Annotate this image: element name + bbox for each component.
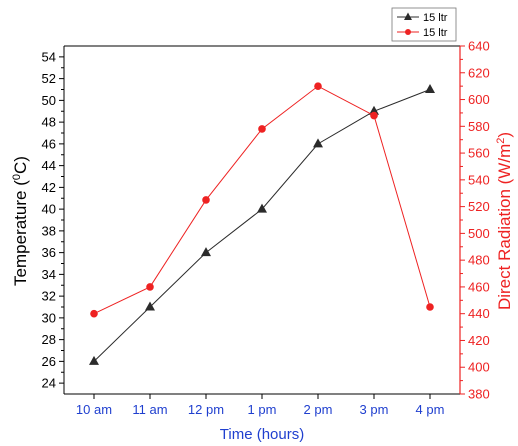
series-1-point — [313, 138, 323, 148]
right-y-tick-label: 600 — [468, 92, 490, 107]
left-y-tick-label: 34 — [42, 267, 56, 282]
x-axis: 10 am 11 am 12 pm 1 pm 2 pm 3 pm 4 pm — [76, 394, 445, 417]
series-2-point — [202, 196, 210, 204]
left-y-tick-label: 42 — [42, 180, 56, 195]
series-2-point — [370, 111, 378, 120]
right-y-tick-label: 500 — [468, 226, 490, 241]
right-y-tick-label: 460 — [468, 279, 490, 294]
x-tick-label: 2 pm — [304, 402, 333, 417]
series-1-point — [369, 105, 379, 115]
series-1-point — [201, 247, 211, 257]
left-y-axis-label-tail: C) — [11, 156, 30, 174]
left-y-tick-label: 48 — [42, 115, 56, 130]
right-y-tick-label: 380 — [468, 387, 490, 402]
x-tick-label: 11 am — [132, 402, 167, 417]
series-2-point — [90, 309, 98, 318]
left-y-tick-label: 40 — [42, 202, 56, 217]
right-y-tick-label: 540 — [468, 172, 490, 187]
right-y-tick-label: 520 — [468, 199, 490, 214]
x-tick-label: 12 pm — [188, 402, 224, 417]
series-1-point — [425, 84, 435, 93]
right-y-tick-label: 620 — [468, 65, 490, 80]
right-y-axis-label: Direct Radiation (W/m2) — [495, 132, 514, 310]
left-y-tick-label: 46 — [42, 136, 56, 151]
left-y-tick-label: 52 — [42, 71, 56, 86]
right-y-axis-label-tail: ) — [495, 132, 514, 138]
left-y-tick-label: 24 — [42, 376, 56, 391]
x-tick-label: 10 am — [76, 402, 112, 417]
left-y-tick-label: 30 — [42, 310, 56, 325]
series-1-point — [145, 301, 155, 311]
left-y-axis: 24 26 28 30 32 34 36 38 40 42 44 46 48 50 52 54 — [42, 49, 64, 391]
left-y-tick-label: 54 — [42, 49, 56, 64]
series-2-point — [314, 82, 322, 90]
left-y-axis-label-sup: 0 — [11, 174, 23, 180]
right-y-tick-label: 560 — [468, 146, 490, 161]
series-2-point — [146, 283, 154, 291]
right-y-tick-label: 440 — [468, 306, 490, 321]
series-2-point — [258, 125, 266, 133]
legend-label-1: 15 ltr — [423, 12, 448, 24]
series-2-point — [426, 303, 434, 311]
legend-box — [391, 7, 457, 42]
left-y-tick-label: 32 — [42, 289, 56, 304]
series-layer — [89, 82, 435, 365]
right-y-axis-label-main: Direct Radiation (W/m — [495, 144, 514, 310]
legend-label-2: 15 ltr — [423, 27, 448, 39]
series-1-point — [89, 355, 99, 365]
left-y-axis-label-main: Temperature ( — [11, 180, 30, 286]
x-tick-label: 1 pm — [248, 402, 277, 417]
x-tick-label: 3 pm — [360, 402, 389, 417]
right-y-tick-label: 400 — [468, 360, 490, 375]
x-tick-label: 4 pm — [416, 402, 445, 417]
left-y-axis-label: Temperature (0C) — [11, 156, 30, 286]
right-y-tick-label: 640 — [468, 39, 490, 54]
legend-marker-1 — [404, 12, 412, 20]
left-y-tick-label: 28 — [42, 332, 56, 347]
x-axis-label: Time (hours) — [220, 426, 304, 443]
series-1-point — [257, 203, 267, 213]
left-y-tick-label: 44 — [42, 158, 56, 173]
right-y-tick-label: 580 — [468, 119, 490, 134]
right-y-axis-label-sup: 2 — [495, 138, 507, 144]
left-y-tick-label: 38 — [42, 223, 56, 238]
right-y-tick-label: 420 — [468, 333, 490, 348]
left-y-tick-label: 26 — [42, 354, 56, 369]
right-y-tick-label: 480 — [468, 253, 490, 268]
legend-marker-2 — [405, 29, 411, 35]
legend: 15 ltr 15 ltr — [391, 7, 457, 42]
left-y-tick-label: 36 — [42, 245, 56, 260]
left-y-tick-label: 50 — [42, 93, 56, 108]
right-y-axis: 380 400 420 440 460 480 500 520 540 560 580 600 620 6… — [460, 39, 490, 402]
